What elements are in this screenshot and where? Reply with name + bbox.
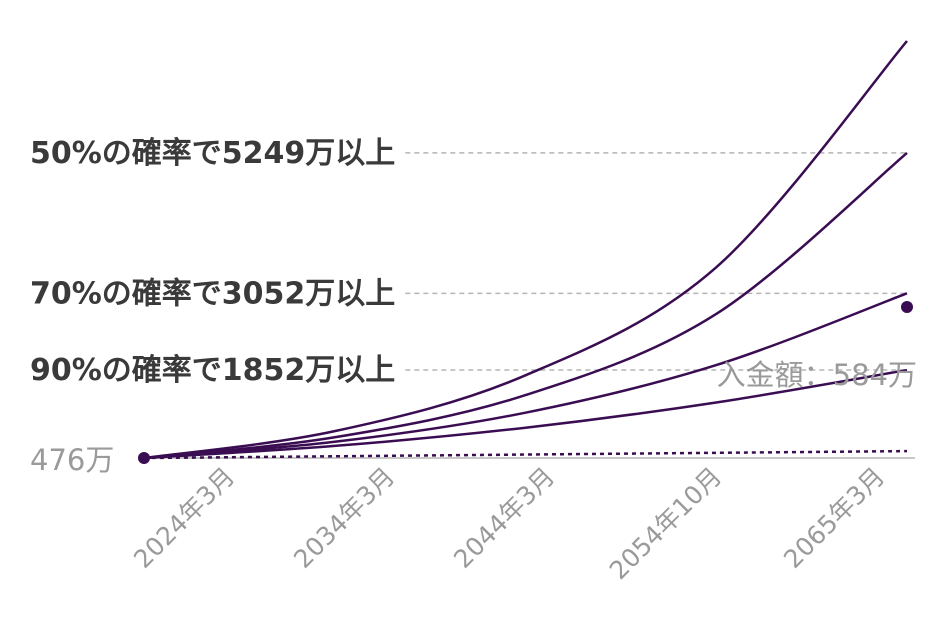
start-value-label: 476万: [30, 443, 114, 477]
series-line: [143, 292, 908, 460]
probability-label-90: 90%の確率で1852万以上: [30, 353, 395, 388]
series-line: [143, 151, 908, 460]
x-tick-label: 2054年10月: [604, 462, 727, 585]
x-tick-label: 2024年3月: [128, 462, 240, 574]
series-line: [143, 368, 908, 460]
x-tick-label: 2065年3月: [778, 462, 890, 574]
deposit-end-point: [901, 301, 913, 313]
probability-label-70: 70%の確率で3052万以上: [30, 276, 395, 311]
start-point: [138, 452, 150, 464]
x-tick-label: 2034年3月: [288, 462, 400, 574]
deposit-label: 入金額：584万: [717, 358, 917, 392]
probability-label-50: 50%の確率で5249万以上: [30, 136, 395, 171]
x-tick-label: 2044年3月: [448, 462, 560, 574]
series-line: [143, 40, 908, 460]
